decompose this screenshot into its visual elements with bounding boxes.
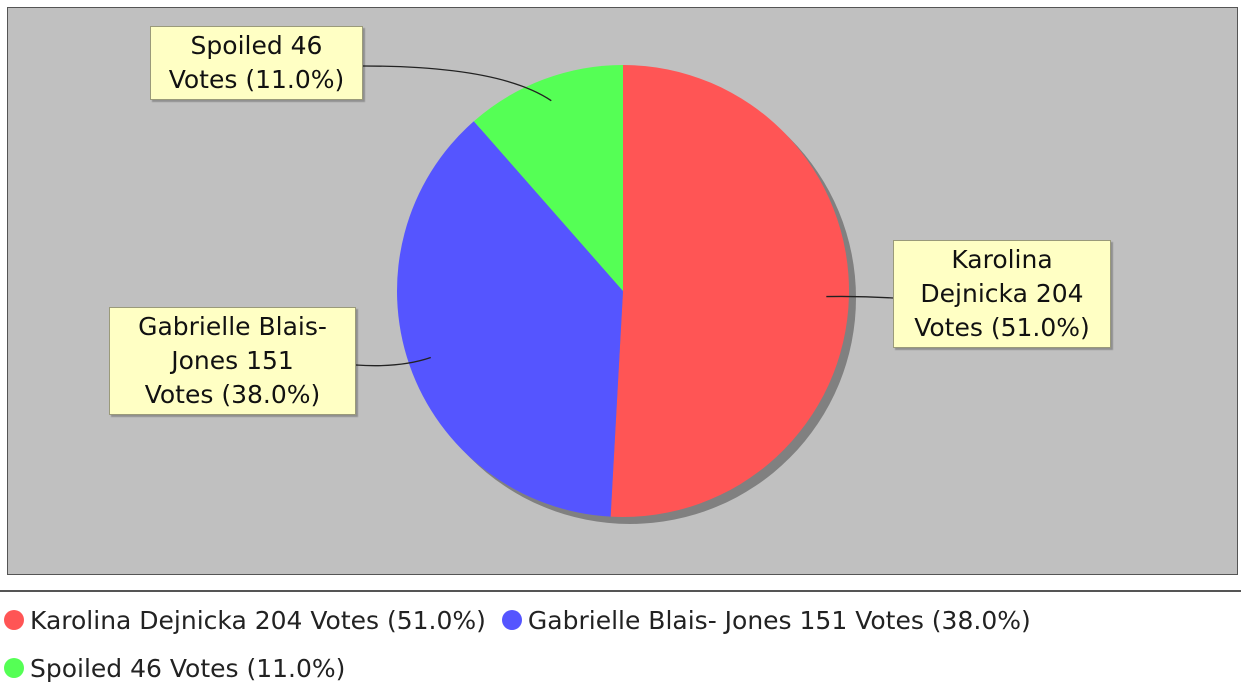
leader-line-2 <box>362 65 552 102</box>
slice-label-spoiled: Spoiled 46 Votes (11.0%) <box>150 26 363 100</box>
pie-slice-spoiled <box>473 65 623 291</box>
pie-slice-gabrielle <box>397 121 623 517</box>
legend-label: Karolina Dejnicka 204 Votes (51.0%) <box>30 605 486 635</box>
label-line: Votes (11.0%) <box>168 65 345 94</box>
slice-label-gabrielle: Gabrielle Blais- Jones 151 Votes (38.0%) <box>109 307 356 415</box>
legend-item-karolina: Karolina Dejnicka 204 Votes (51.0%) <box>4 606 486 635</box>
label-line: Votes (51.0%) <box>914 313 1090 342</box>
leader-lines <box>355 65 894 367</box>
legend-row: Spoiled 46 Votes (11.0%) <box>4 644 1234 692</box>
legend: Karolina Dejnicka 204 Votes (51.0%) Gabr… <box>4 596 1234 692</box>
legend-marker-icon <box>4 658 24 678</box>
label-line: Jones 151 <box>171 346 294 375</box>
leader-line-1 <box>355 356 431 367</box>
legend-item-spoiled: Spoiled 46 Votes (11.0%) <box>4 654 345 683</box>
label-line: Spoiled 46 <box>190 31 323 60</box>
label-line: Karolina <box>951 245 1053 274</box>
legend-label: Spoiled 46 Votes (11.0%) <box>30 653 346 683</box>
label-line: Dejnicka 204 <box>920 279 1084 308</box>
label-line: Gabrielle Blais- <box>138 312 327 341</box>
legend-label: Gabrielle Blais- Jones 151 Votes (38.0%) <box>527 605 1031 635</box>
legend-row: Karolina Dejnicka 204 Votes (51.0%) Gabr… <box>4 596 1234 644</box>
label-line: Votes (38.0%) <box>144 380 321 409</box>
legend-item-gabrielle: Gabrielle Blais- Jones 151 Votes (38.0%) <box>501 605 1031 635</box>
legend-divider <box>0 590 1241 592</box>
pie-chart <box>355 65 894 524</box>
legend-marker-icon <box>501 610 522 630</box>
leader-line-0 <box>826 295 894 299</box>
slice-label-karolina: Karolina Dejnicka 204 Votes (51.0%) <box>893 240 1111 348</box>
legend-marker-icon <box>4 610 24 630</box>
pie-slice-karolina <box>610 65 850 517</box>
pie-slices <box>397 65 850 517</box>
